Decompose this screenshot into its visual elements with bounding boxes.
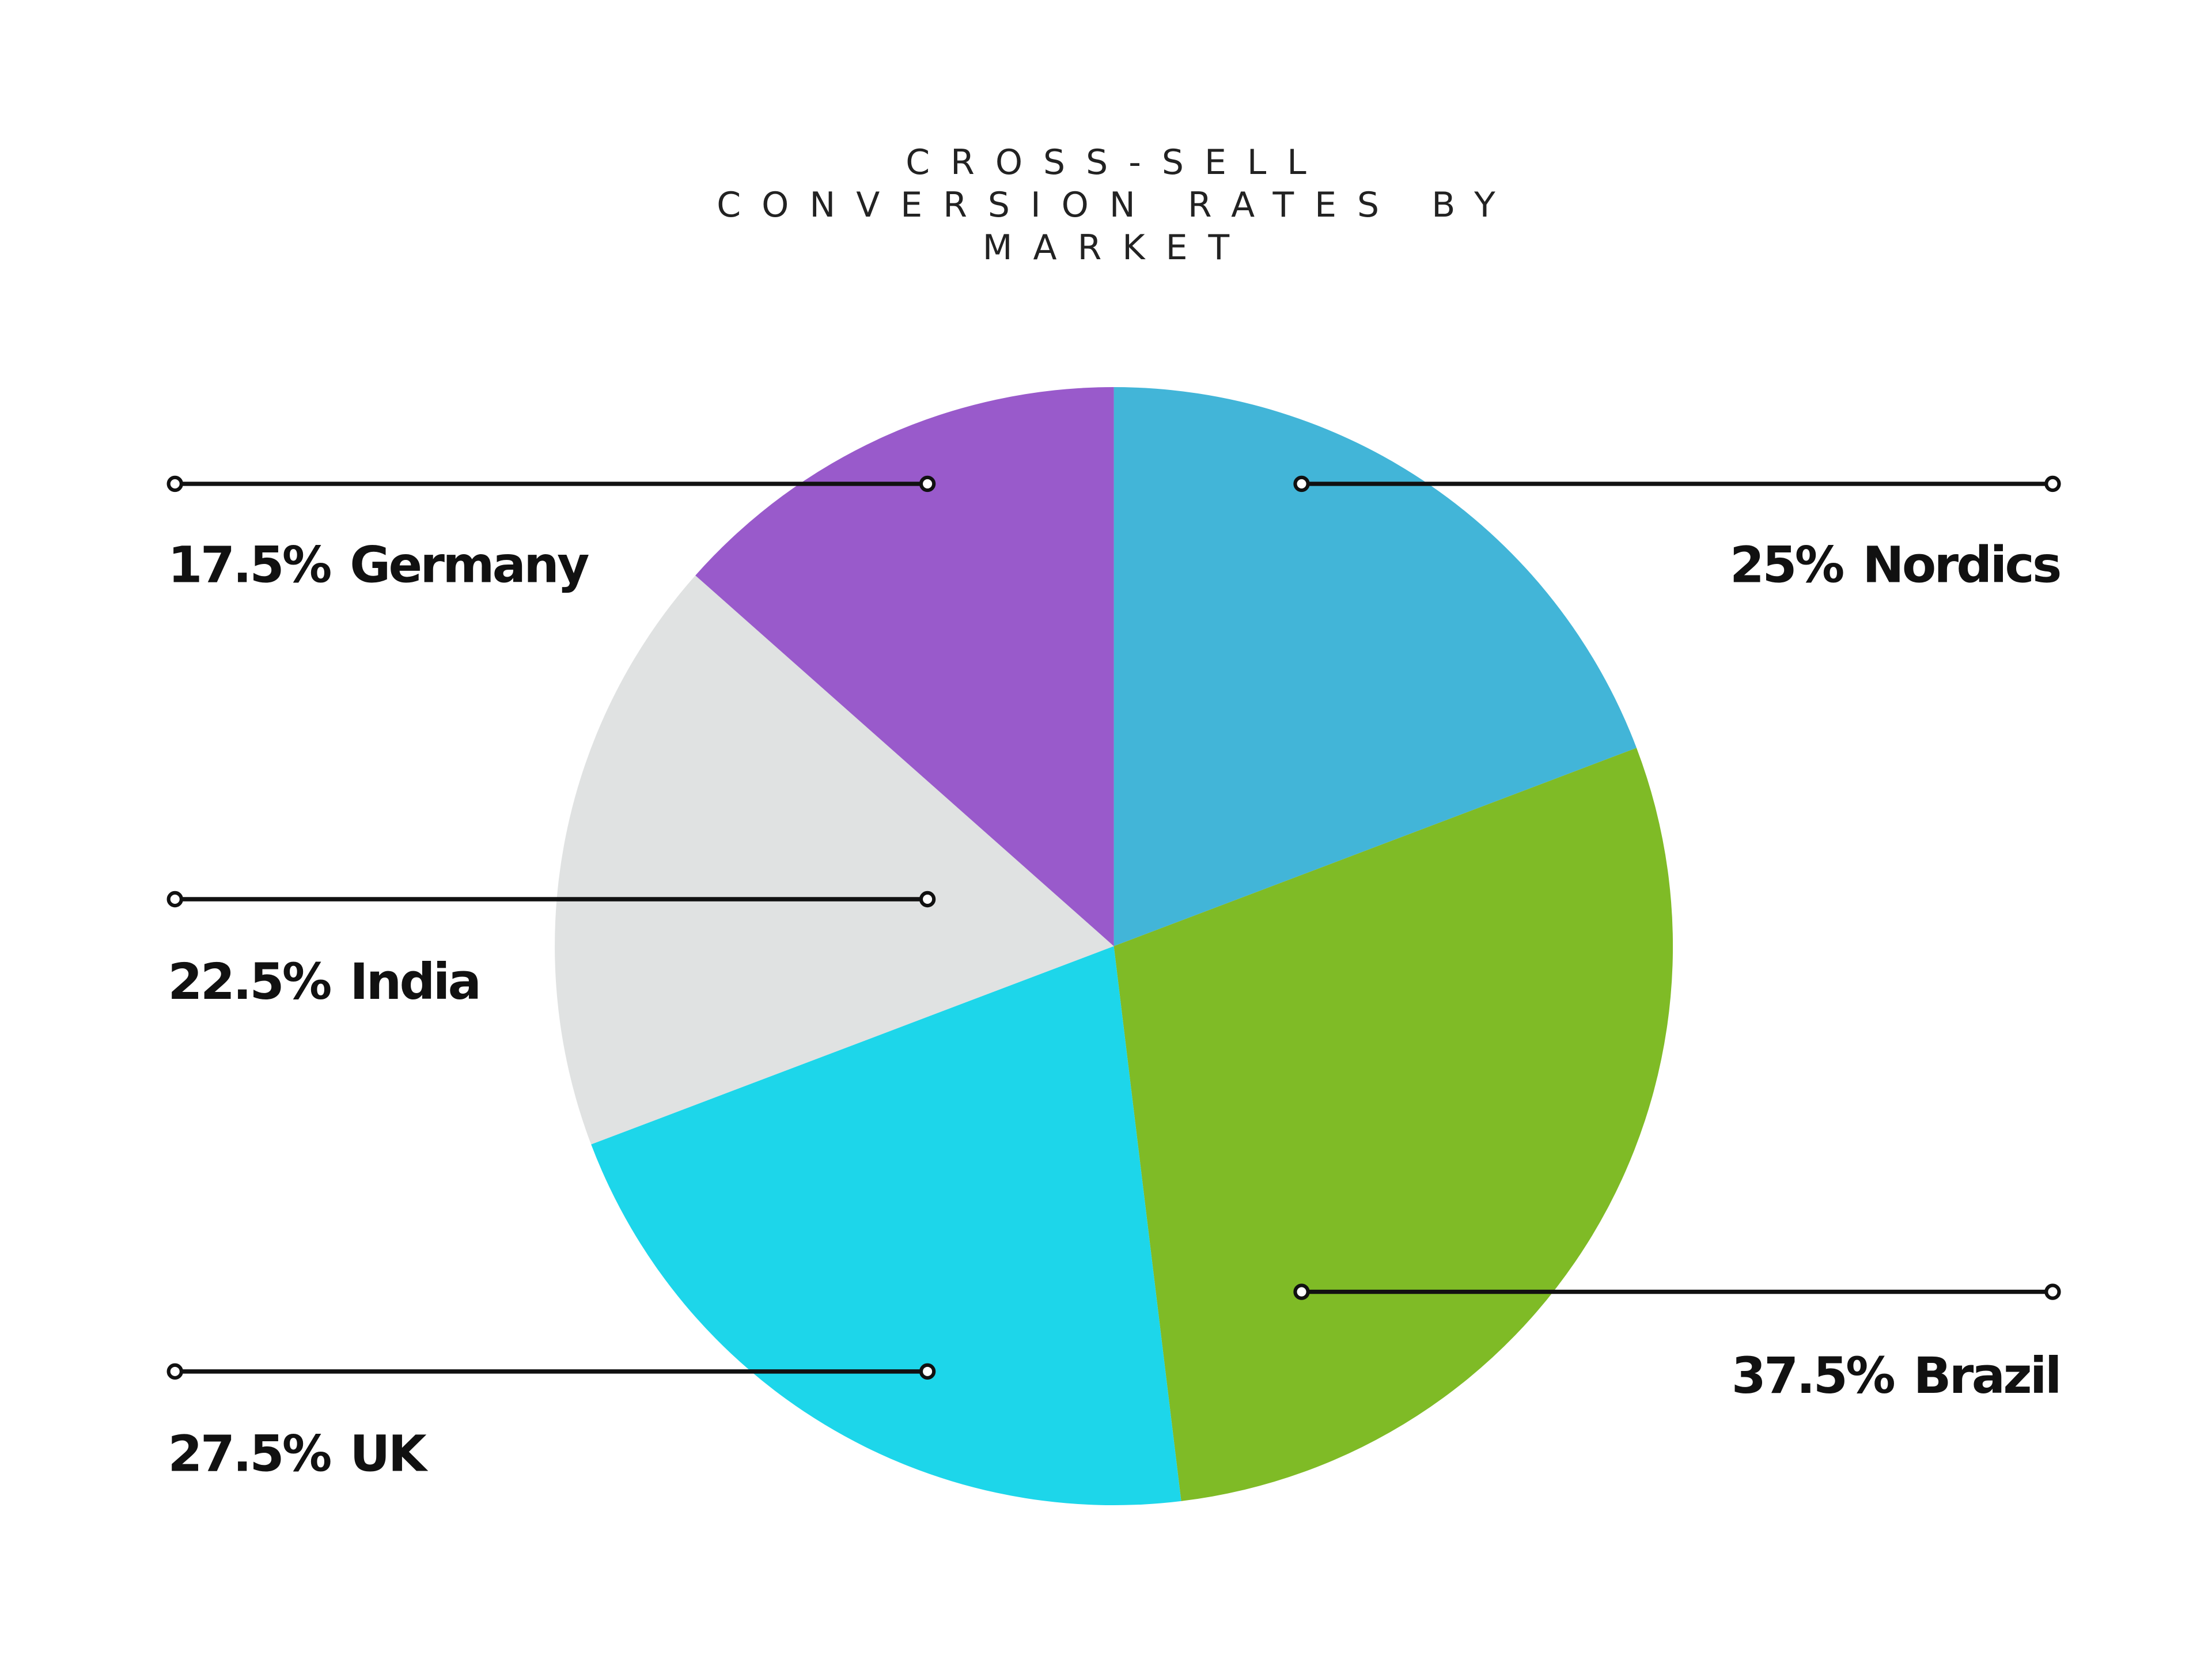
slice-label: 22.5% India: [168, 953, 479, 1011]
pie-slice: [555, 575, 1114, 1145]
category-label: Germany: [350, 536, 589, 594]
slice-label: 37.5% Brazil: [1732, 1347, 2060, 1405]
callout-dot: [166, 475, 183, 493]
category-label: Brazil: [1914, 1347, 2060, 1405]
callout-dot: [1293, 1283, 1310, 1300]
pie-slice: [695, 387, 1114, 946]
slice-label: 25% Nordics: [1730, 536, 2060, 594]
callout-dot: [919, 475, 936, 493]
callout-dot: [919, 891, 936, 908]
value-label: 37.5%: [1732, 1347, 1894, 1405]
callout-dot: [919, 1363, 936, 1380]
callout-dot: [1293, 475, 1310, 493]
category-label: UK: [350, 1426, 428, 1483]
category-label: India: [350, 953, 479, 1011]
callout-dot: [166, 1363, 183, 1380]
value-label: 27.5%: [168, 1426, 330, 1483]
value-label: 25%: [1730, 536, 1843, 594]
value-label: 22.5%: [168, 953, 330, 1011]
chart-title: CROSS-SELL CONVERSION RATES BY MARKET: [717, 142, 1516, 268]
pie-slice: [591, 946, 1181, 1505]
pie-slice: [1113, 748, 1673, 1501]
slice-label: 27.5% UK: [168, 1426, 428, 1483]
callout-dot: [2044, 1283, 2061, 1300]
callout-dot: [2044, 475, 2061, 493]
callout-dot: [166, 891, 183, 908]
category-label: Nordics: [1862, 536, 2060, 594]
value-label: 17.5%: [168, 536, 330, 594]
pie-slice: [1113, 387, 1637, 946]
slice-label: 17.5% Germany: [168, 536, 589, 594]
